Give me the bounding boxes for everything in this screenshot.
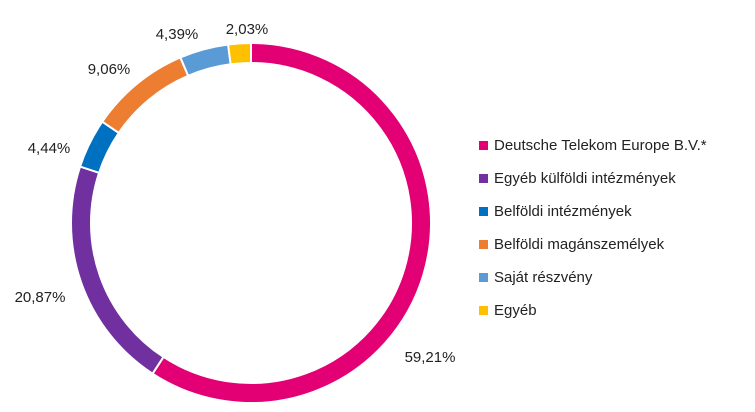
donut-slice-1 bbox=[70, 165, 165, 376]
legend-label-5: Egyéb bbox=[494, 302, 537, 319]
legend-label-2: Belföldi intézmények bbox=[494, 203, 632, 220]
data-label-3: 9,06% bbox=[88, 61, 131, 78]
data-label-0: 59,21% bbox=[405, 349, 456, 366]
legend-item-1: Egyéb külföldi intézmények bbox=[479, 170, 676, 187]
donut-slice-5 bbox=[226, 41, 252, 66]
data-labels: 59,21% 20,87% 4,44% 9,06% 4,39% 2,03% bbox=[15, 21, 456, 366]
data-label-1: 20,87% bbox=[15, 289, 66, 306]
legend-label-1: Egyéb külföldi intézmények bbox=[494, 170, 676, 187]
legend-label-3: Belföldi magánszemélyek bbox=[494, 236, 665, 253]
legend-item-4: Saját részvény bbox=[479, 269, 593, 286]
legend-swatch-4 bbox=[479, 273, 488, 282]
legend-item-5: Egyéb bbox=[479, 302, 537, 319]
legend-swatch-5 bbox=[479, 306, 488, 315]
legend-item-2: Belföldi intézmények bbox=[479, 203, 632, 220]
donut-slice-4 bbox=[179, 43, 232, 78]
legend-swatch-2 bbox=[479, 207, 488, 216]
legend-label-4: Saját részvény bbox=[494, 269, 593, 286]
legend-swatch-3 bbox=[479, 240, 488, 249]
legend-swatch-1 bbox=[479, 174, 488, 183]
donut-slices bbox=[70, 41, 432, 404]
legend-item-3: Belföldi magánszemélyek bbox=[479, 236, 665, 253]
data-label-2: 4,44% bbox=[28, 140, 71, 157]
legend-swatch-0 bbox=[479, 141, 488, 150]
donut-slice-0 bbox=[151, 41, 432, 404]
legend: Deutsche Telekom Europe B.V.* Egyéb külfö… bbox=[479, 137, 707, 319]
data-label-5: 2,03% bbox=[226, 21, 269, 38]
legend-item-0: Deutsche Telekom Europe B.V.* bbox=[479, 137, 707, 154]
data-label-4: 4,39% bbox=[156, 26, 199, 43]
legend-label-0: Deutsche Telekom Europe B.V.* bbox=[494, 137, 707, 154]
